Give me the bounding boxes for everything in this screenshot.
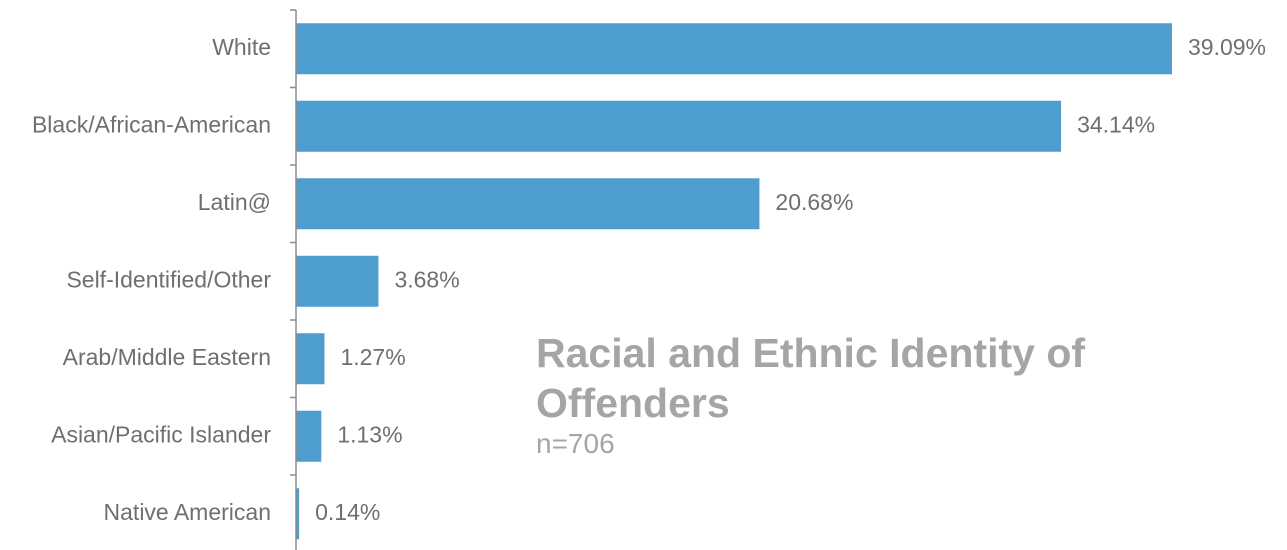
category-label: Latin@ <box>198 189 271 215</box>
chart-subtitle: n=706 <box>536 428 615 459</box>
bar <box>296 488 300 540</box>
bar <box>296 23 1172 75</box>
data-label: 1.13% <box>337 421 402 447</box>
y-axis <box>290 9 297 550</box>
category-label: Self-Identified/Other <box>66 266 271 292</box>
bar <box>296 333 325 385</box>
bar <box>296 410 322 462</box>
bar <box>296 100 1062 152</box>
data-label: 1.27% <box>340 344 405 370</box>
category-label: Asian/Pacific Islander <box>51 421 271 447</box>
value-labels: 39.09% 34.14% 20.68% 3.68% 1.27% 1.13% 0.14% <box>315 34 1266 525</box>
chart-title-block: Racial and Ethnic Identity of Offenders … <box>536 328 1176 460</box>
category-labels: White Black/African-American Latin@ Self-Id… <box>32 34 271 525</box>
data-label: 39.09% <box>1188 34 1266 60</box>
chart-title: Racial and Ethnic Identity of Offenders <box>536 330 1086 426</box>
bar <box>296 255 379 307</box>
data-label: 0.14% <box>315 499 380 525</box>
data-label: 3.68% <box>394 266 459 292</box>
data-label: 34.14% <box>1077 111 1155 137</box>
category-label: Native American <box>104 499 271 525</box>
category-label: Black/African-American <box>32 111 271 137</box>
bars-group <box>296 23 1172 540</box>
data-label: 20.68% <box>775 189 853 215</box>
category-label: Arab/Middle Eastern <box>63 344 271 370</box>
bar <box>296 178 760 230</box>
category-label: White <box>212 34 271 60</box>
